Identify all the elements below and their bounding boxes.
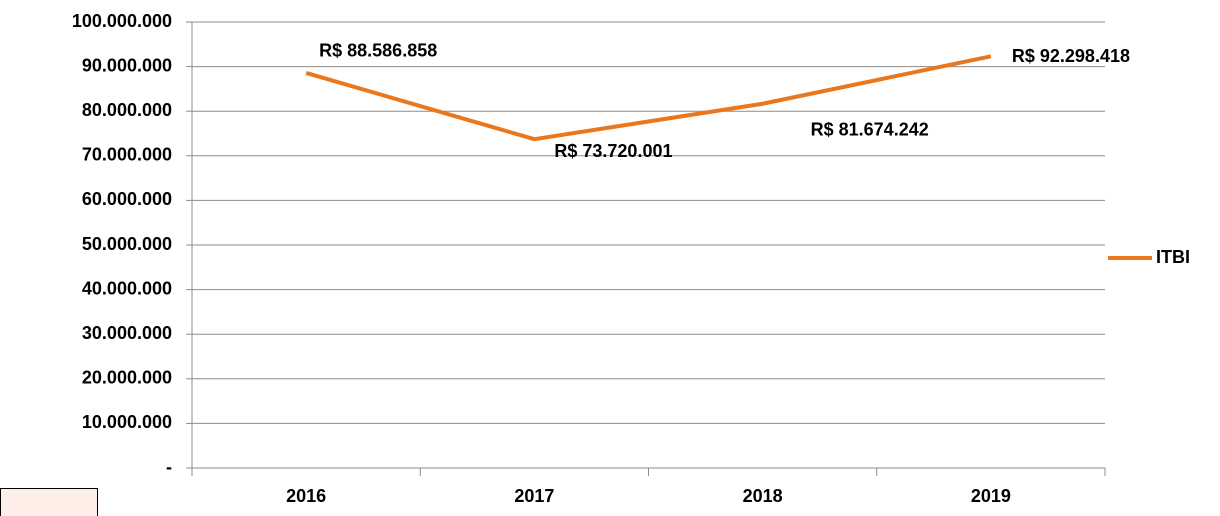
- data-label: R$ 92.298.418: [1012, 46, 1130, 66]
- y-tick-label: 30.000.000: [82, 323, 172, 343]
- series-line: [305, 54, 992, 142]
- y-tick-label: 20.000.000: [82, 368, 172, 388]
- legend-label: ITBI: [1156, 247, 1190, 267]
- y-tick-label: -: [166, 457, 172, 477]
- data-label: R$ 73.720.001: [554, 141, 672, 161]
- y-tick-label: 100.000.000: [72, 11, 172, 31]
- x-tick-label: 2017: [514, 486, 554, 506]
- x-tick-label: 2019: [971, 486, 1011, 506]
- corner-box: [0, 488, 98, 516]
- y-tick-label: 50.000.000: [82, 234, 172, 254]
- x-tick-label: 2016: [286, 486, 326, 506]
- x-tick-label: 2018: [743, 486, 783, 506]
- data-label: R$ 88.586.858: [319, 41, 437, 61]
- y-tick-label: 60.000.000: [82, 189, 172, 209]
- data-label: R$ 81.674.242: [811, 119, 929, 139]
- y-tick-label: 80.000.000: [82, 100, 172, 120]
- y-tick-label: 10.000.000: [82, 412, 172, 432]
- y-tick-label: 40.000.000: [82, 278, 172, 298]
- y-tick-label: 70.000.000: [82, 145, 172, 165]
- y-tick-label: 90.000.000: [82, 55, 172, 75]
